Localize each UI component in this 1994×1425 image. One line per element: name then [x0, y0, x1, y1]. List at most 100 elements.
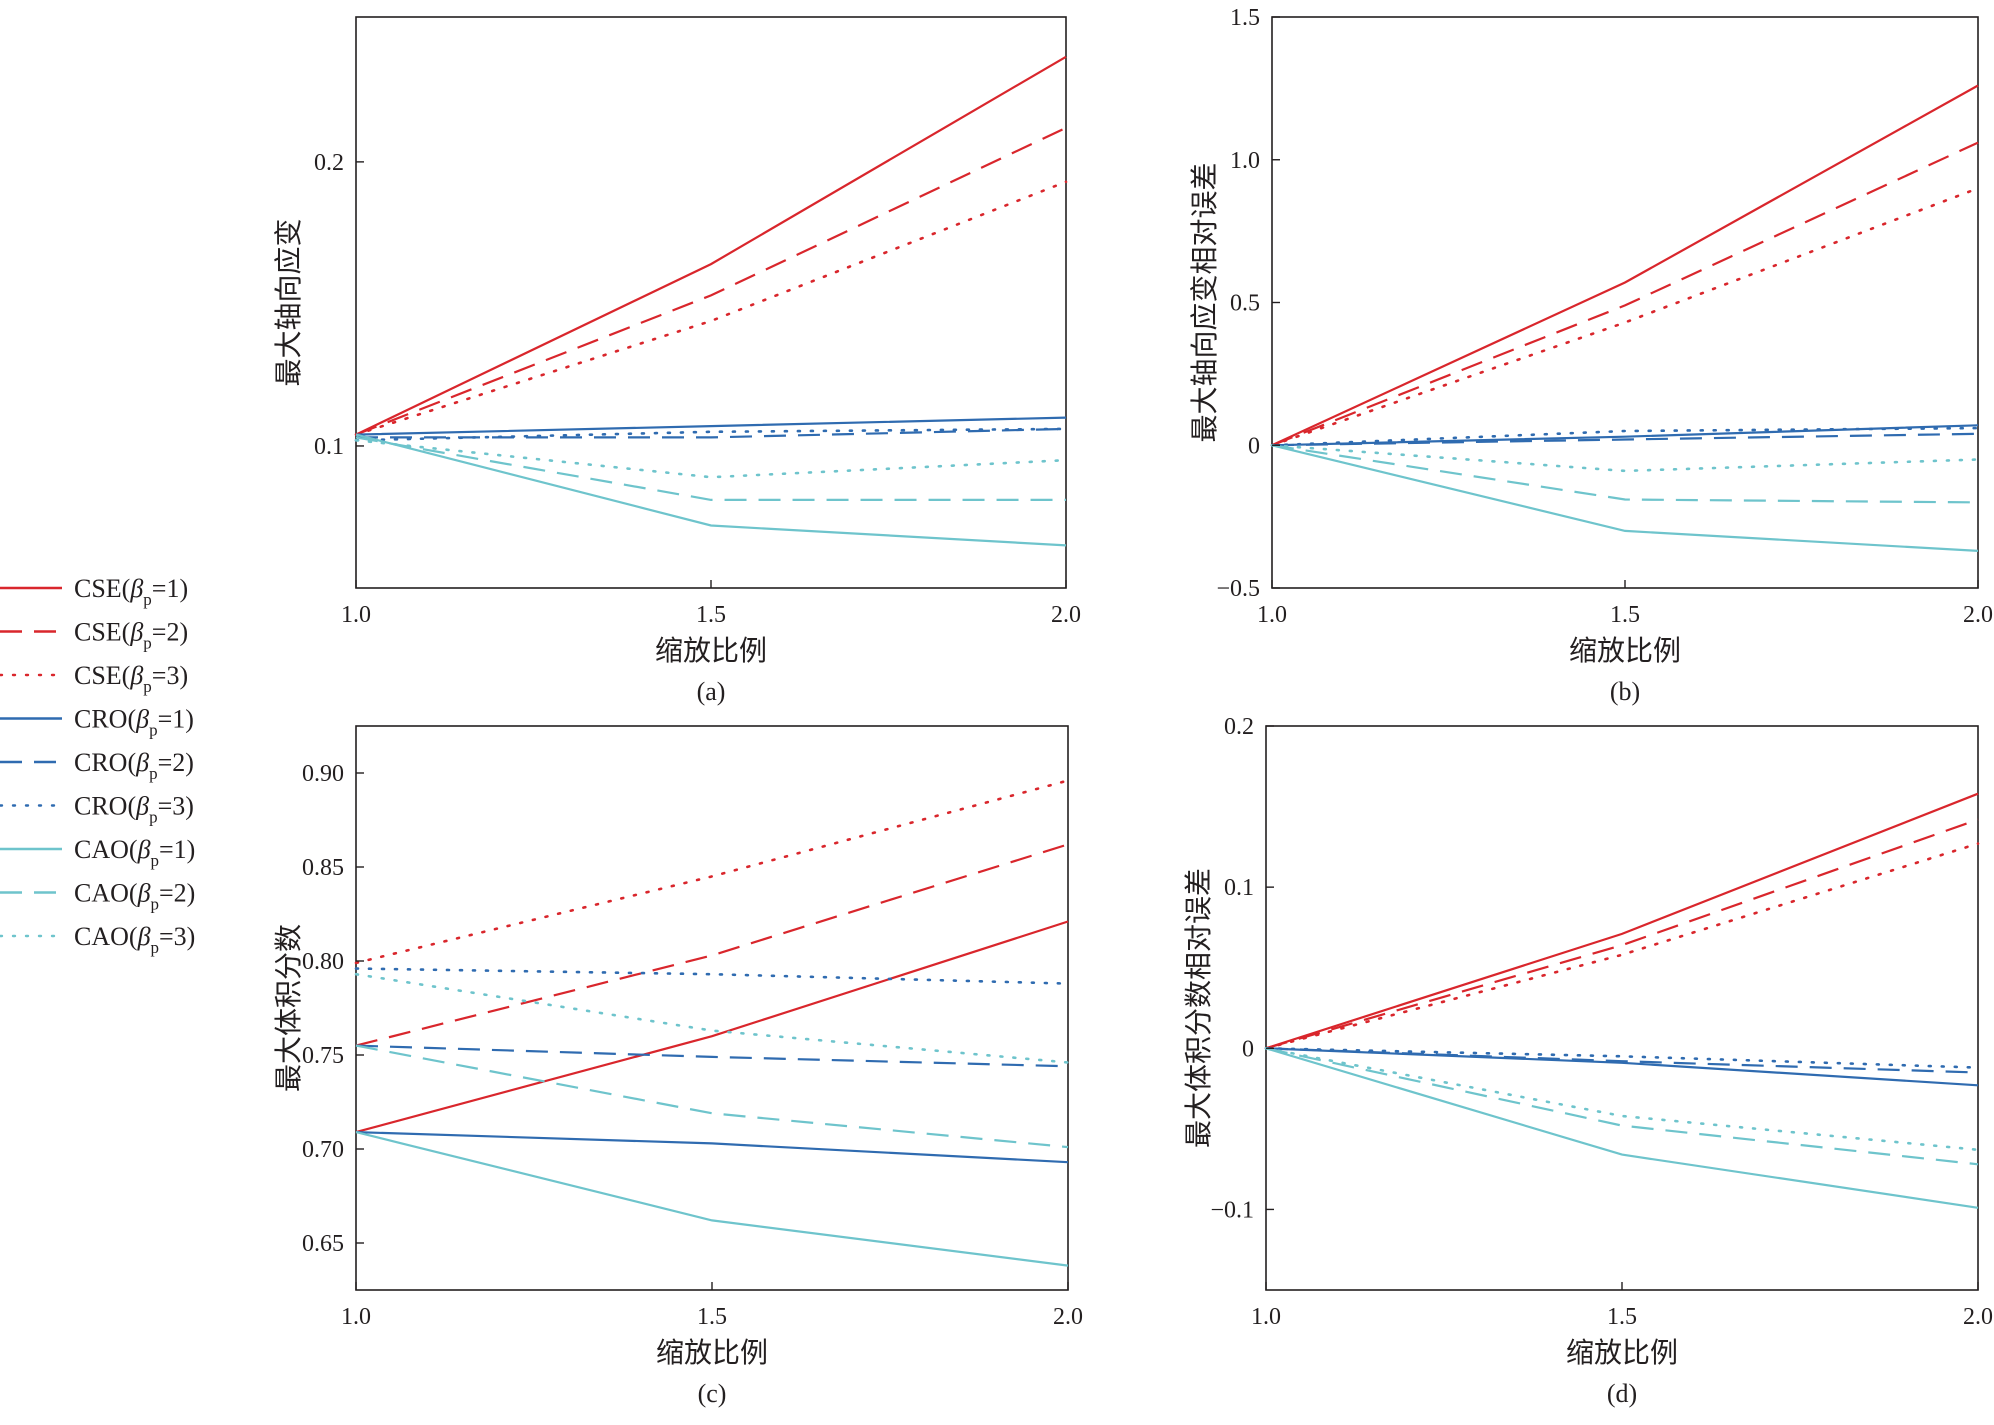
panel-caption: (a) — [697, 677, 726, 706]
y-axis-label: 最大体积分数相对误差 — [1182, 868, 1215, 1148]
series-line-cao-beta2 — [355, 436, 1066, 501]
y-tick-label: 0.90 — [302, 761, 344, 787]
series-line-cro-beta3 — [1270, 426, 1980, 447]
y-tick-label: 0.80 — [302, 949, 344, 975]
chart-panel-2: 1.0 1.5 2.0 −0.5 0 0.5 1.0 1.5 缩放比例 最大轴向应变相对误差 (b) — [1188, 5, 1993, 706]
x-tick-label: 2.0 — [1963, 602, 1993, 628]
y-tick-label: 0.70 — [302, 1137, 344, 1163]
x-tick-label: 2.0 — [1051, 602, 1081, 628]
series-line-cse-beta1 — [1271, 84, 1979, 447]
legend-label: CRO(βp=2) — [74, 748, 194, 783]
series-line-cse-beta2 — [1271, 141, 1979, 447]
legend-label: CSE(βp=1) — [74, 574, 188, 609]
y-tick-label: −0.5 — [1216, 576, 1260, 602]
series-line-cao-beta2 — [1265, 1047, 1979, 1166]
legend-item-cse-beta1: CSE(βp=1) — [0, 574, 188, 609]
chart-panel-4: 1.0 1.5 2.0 −0.1 0 0.1 0.2 缩放比例 最大体积分数相对误差 (d) — [1182, 714, 1993, 1408]
x-tick-label: 1.0 — [1251, 1304, 1281, 1330]
legend-item-cro-beta2: CRO(βp=2) — [0, 748, 194, 783]
y-tick-label: 0 — [1248, 433, 1260, 459]
series-line-cse-beta2 — [355, 126, 1067, 436]
legend-item-cse-beta2: CSE(βp=2) — [0, 618, 188, 653]
x-tick-label: 1.5 — [696, 602, 726, 628]
series-line-cro-beta3 — [354, 967, 1070, 985]
x-tick-label: 1.0 — [341, 602, 371, 628]
series-line-cro-beta2 — [1265, 1047, 1979, 1074]
series-line-cao-beta1 — [1271, 444, 1979, 552]
legend-label: CAO(βp=3) — [74, 922, 195, 957]
x-axis-label: 缩放比例 — [655, 634, 767, 667]
series-line-cse-beta2 — [1265, 818, 1979, 1050]
series-line-cse-beta3 — [354, 180, 1068, 436]
chart-panel-1: 1.0 1.5 2.0 0.1 0.2 缩放比例 最大轴向应变 (a) — [272, 16, 1081, 706]
series-line-cse-beta1 — [355, 55, 1067, 436]
series-line-cao-beta2 — [355, 1044, 1069, 1149]
legend-item-cse-beta3: CSE(βp=3) — [0, 661, 188, 696]
x-axis-label: 缩放比例 — [656, 1336, 768, 1369]
legend-label: CRO(βp=1) — [74, 705, 194, 740]
panels: 1.0 1.5 2.0 0.1 0.2 缩放比例 最大轴向应变 (a) 1.0 1.5 2.0 −0.… — [272, 5, 1993, 1408]
y-tick-label: 0.2 — [314, 150, 344, 176]
y-tick-label: 0.85 — [302, 855, 344, 881]
y-tick-label: 0.65 — [302, 1231, 344, 1257]
series-line-cao-beta1 — [1265, 1047, 1979, 1209]
x-tick-label: 1.0 — [1257, 602, 1287, 628]
series-line-cro-beta2 — [355, 1044, 1069, 1068]
x-tick-label: 2.0 — [1963, 1304, 1993, 1330]
legend-item-cao-beta3: CAO(βp=3) — [0, 922, 195, 957]
y-tick-label: −0.1 — [1210, 1197, 1254, 1223]
plot-frame — [355, 16, 1067, 589]
legend: CSE(βp=1) CSE(βp=2) CSE(βp=3) CRO(βp=1) CRO(… — [0, 574, 195, 957]
x-axis-label: 缩放比例 — [1566, 1336, 1678, 1369]
y-tick-label: 0.1 — [1224, 875, 1254, 901]
legend-label: CRO(βp=3) — [74, 792, 194, 827]
series-line-cro-beta3 — [1264, 1047, 1980, 1069]
x-tick-label: 1.5 — [1607, 1304, 1637, 1330]
series-line-cse-beta1 — [1265, 792, 1979, 1050]
y-tick-label: 1.0 — [1230, 148, 1260, 174]
y-tick-label: 1.5 — [1230, 5, 1260, 31]
series-line-cro-beta3 — [354, 427, 1068, 442]
series-line-cao-beta3 — [1270, 443, 1980, 473]
series-line-cao-beta3 — [354, 438, 1068, 479]
x-tick-label: 1.0 — [341, 1304, 371, 1330]
series-line-cao-beta1 — [355, 1131, 1069, 1267]
series-line-cro-beta1 — [355, 1131, 1069, 1164]
series-line-cao-beta3 — [354, 972, 1070, 1064]
series-line-cse-beta2 — [355, 843, 1069, 1047]
panel-caption: (b) — [1610, 677, 1640, 706]
x-tick-label: 1.5 — [1610, 602, 1640, 628]
legend-item-cro-beta3: CRO(βp=3) — [0, 792, 194, 827]
legend-label: CAO(βp=2) — [74, 879, 195, 914]
legend-item-cao-beta1: CAO(βp=1) — [0, 835, 195, 870]
y-tick-label: 0.75 — [302, 1043, 344, 1069]
series-line-cao-beta3 — [1264, 1047, 1980, 1152]
plot-frame — [1265, 725, 1979, 1291]
series-line-cro-beta1 — [355, 416, 1067, 436]
x-axis-label: 缩放比例 — [1569, 634, 1681, 667]
y-tick-label: 0.1 — [314, 434, 344, 460]
series-line-cao-beta2 — [1271, 444, 1979, 504]
series-line-cro-beta2 — [1271, 432, 1979, 447]
x-tick-label: 1.5 — [697, 1304, 727, 1330]
legend-label: CSE(βp=3) — [74, 661, 188, 696]
legend-label: CSE(βp=2) — [74, 618, 188, 653]
series-line-cse-beta3 — [1270, 187, 1980, 447]
series-line-cao-beta1 — [355, 433, 1067, 547]
y-axis-label: 最大轴向应变 — [272, 218, 305, 386]
x-tick-label: 2.0 — [1053, 1304, 1083, 1330]
plot-frame — [1271, 16, 1979, 589]
legend-item-cao-beta2: CAO(βp=2) — [0, 879, 195, 914]
series-line-cse-beta3 — [354, 779, 1070, 965]
chart-panel-3: 1.0 1.5 2.0 0.65 0.70 0.75 0.80 0.85 0.90 缩放比例 最大体… — [272, 725, 1083, 1408]
legend-label: CAO(βp=1) — [74, 835, 195, 870]
panel-caption: (d) — [1607, 1379, 1637, 1408]
panel-caption: (c) — [698, 1379, 727, 1408]
y-axis-label: 最大轴向应变相对误差 — [1188, 162, 1221, 442]
series-line-cse-beta1 — [355, 920, 1069, 1134]
y-tick-label: 0 — [1242, 1036, 1254, 1062]
y-axis-label: 最大体积分数 — [272, 924, 305, 1092]
y-tick-label: 0.2 — [1224, 714, 1254, 740]
y-tick-label: 0.5 — [1230, 291, 1260, 317]
